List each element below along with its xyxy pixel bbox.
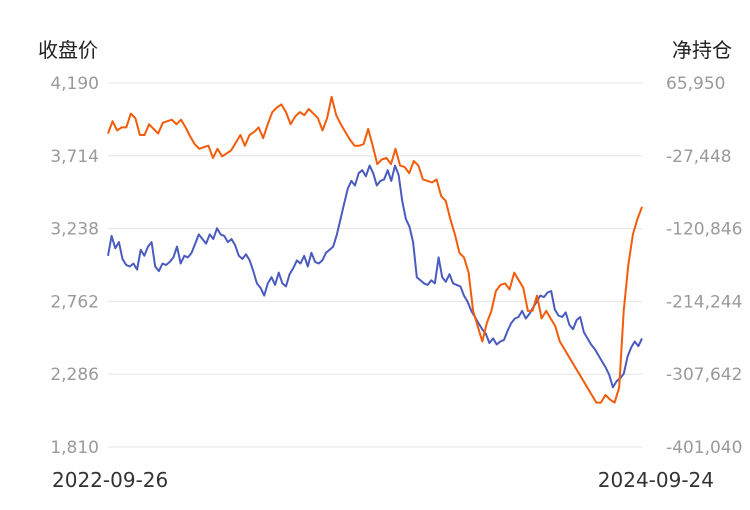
x-axis-end-date: 2024-09-24 <box>597 468 714 492</box>
left-tick-label: 2,286 <box>50 365 99 385</box>
right-tick-label: -27,448 <box>666 147 732 167</box>
left-tick-label: 3,714 <box>50 147 99 167</box>
right-tick-label: -401,040 <box>666 438 742 458</box>
left-tick-label: 2,762 <box>50 292 99 312</box>
right-tick-label: -214,244 <box>666 292 742 312</box>
right-tick-label: 65,950 <box>666 74 725 94</box>
right-tick-label: -307,642 <box>666 365 742 385</box>
x-axis-start-date: 2022-09-26 <box>52 468 169 492</box>
right-axis-title: 净持仓 <box>672 38 732 62</box>
net-position-line <box>107 95 643 404</box>
left-axis-title: 收盘价 <box>38 38 98 62</box>
left-tick-label: 4,190 <box>50 74 99 94</box>
left-tick-label: 3,238 <box>50 220 99 240</box>
close-price-line <box>107 164 643 389</box>
left-tick-label: 1,810 <box>50 438 99 458</box>
right-tick-label: -120,846 <box>666 220 742 240</box>
